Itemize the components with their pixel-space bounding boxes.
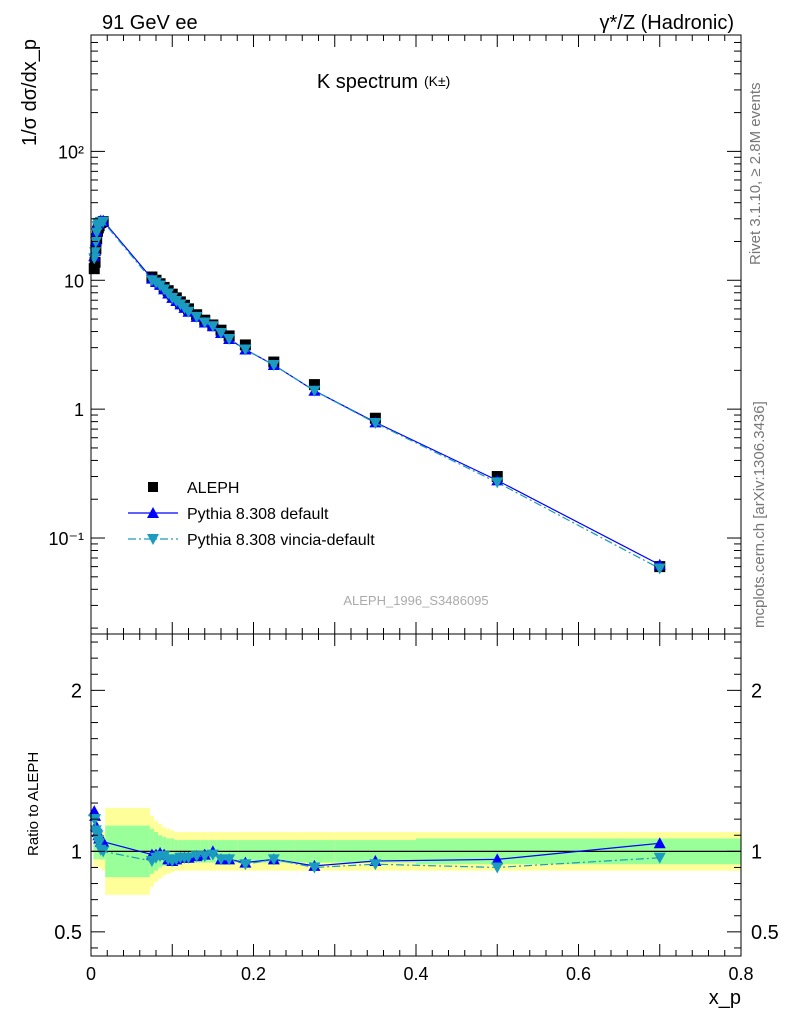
main-point-vincia [198,317,211,329]
x-tick-label: 0.4 [403,964,428,984]
ratio-point-vincia [369,859,382,871]
main-line-default [93,220,661,566]
ratio-y-tick-label-right: 2 [751,680,762,702]
ratio-point-vincia [215,854,227,866]
x-tick-label: 0 [86,964,96,984]
rivet-label: Rivet 3.1.10, ≥ 2.8M events [747,83,764,266]
y-tick-label: 10 [64,271,84,291]
main-point-aleph [308,379,320,391]
legend-label-vincia: Pythia 8.308 vincia-default [187,532,375,549]
legend: ALEPH Pythia 8.308 default Pythia 8.308 … [128,480,375,549]
ratio-y-tick-label-right: 1 [751,841,762,863]
main-point-vincia [190,311,203,323]
y-tick-label: 1 [74,400,84,420]
main-point-vincia [239,344,252,356]
ratio-point-default [491,853,504,865]
ratio-point-vincia [198,851,211,863]
energy-label: 91 GeV ee [102,12,198,34]
x-tick-label: 0.8 [728,964,753,984]
main-point-vincia [491,477,504,489]
y-tick-label: 10⁻¹ [48,529,84,549]
xlabel: x_p [709,987,741,1009]
chart-title: K spectrum [317,71,418,93]
ratio-point-vincia [308,862,321,874]
ratio-ylabel: Ratio to ALEPH [25,752,42,856]
ratio-point-vincia [182,852,195,864]
ratio-point-vincia [93,838,106,850]
main-point-vincia [89,247,102,259]
ratio-point-vincia [267,854,280,866]
legend-marker-default [147,507,159,518]
main-ylabel: 1/σ dσ/dx_p [19,39,41,146]
main-point-vincia [97,216,110,228]
ratio-point-vincia [206,849,219,861]
main-point-vincia [206,321,219,333]
ratio-point-vincia [491,862,504,874]
ratio-frame [90,633,742,957]
ratio-point-vincia [239,859,252,871]
ratio-y-tick-label-right: 0.5 [751,922,779,944]
main-point-aleph [88,263,100,275]
main-line-vincia [93,221,661,570]
y-tick-label: 10² [58,142,84,162]
chart-title-sub: (K±) [424,73,450,89]
mcplots-label: mcplots.cern.ch [arXiv:1306.3436] [751,401,768,628]
ratio-y-tick-label: 2 [71,680,82,702]
legend-label-default: Pythia 8.308 default [187,506,329,523]
legend-marker-aleph [148,482,158,492]
legend-marker-vincia [147,534,159,545]
analysis-tag: ALEPH_1996_S3486095 [343,593,488,608]
main-point-vincia [369,418,382,430]
ratio-point-vincia [190,851,203,863]
ratio-point-vincia [223,854,236,866]
ratio-point-default [653,837,666,849]
x-tick-label: 0.6 [566,964,591,984]
main-point-vincia [182,306,195,318]
ratio-y-tick-label: 0.5 [54,922,82,944]
main-point-vincia [223,334,236,346]
x-tick-label: 0.2 [241,964,266,984]
ratio-point-vincia [653,852,666,864]
main-point-vincia [308,385,321,397]
main-point-vincia [215,327,227,339]
process-label: γ*/Z (Hadronic) [600,12,734,34]
main-point-vincia [267,360,280,372]
main-point-vincia [89,237,102,249]
legend-label-aleph: ALEPH [187,480,239,497]
main-point-vincia [90,227,103,239]
ratio-y-tick-label: 1 [71,841,82,863]
main-point-vincia [653,563,666,575]
